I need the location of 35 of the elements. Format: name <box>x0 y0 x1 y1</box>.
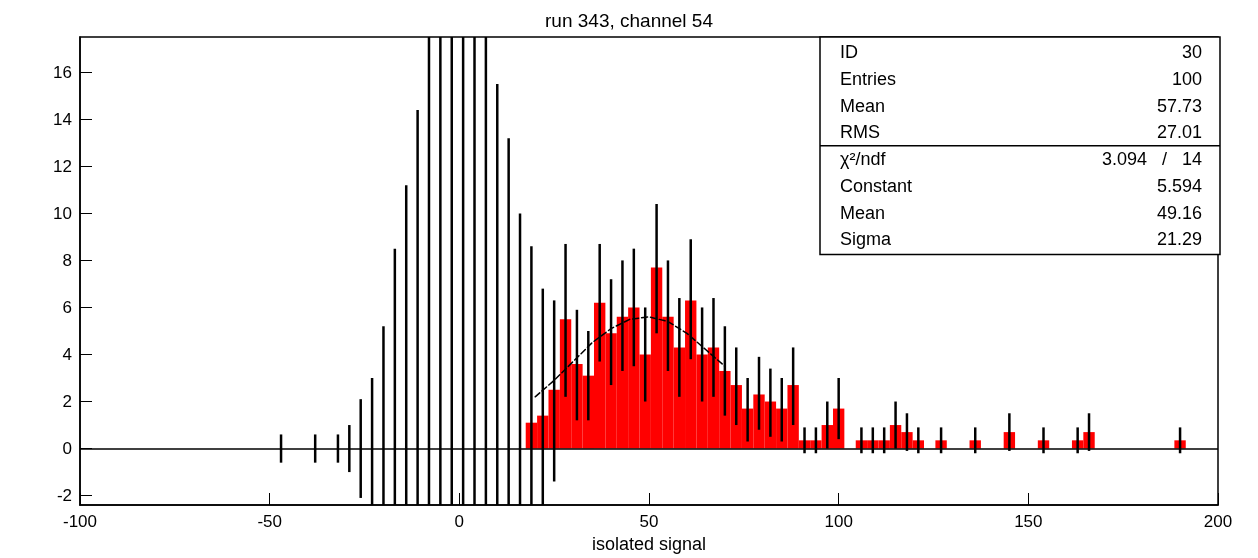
x-tick-label: 0 <box>454 512 465 531</box>
annotation: 57.73 <box>1156 95 1202 116</box>
annotation: 5.594 <box>1156 175 1202 196</box>
annotation: Constant <box>840 175 913 196</box>
y-tick-label: 4 <box>62 344 72 364</box>
x-axis-title: isolated signal <box>591 534 707 554</box>
y-tick-label: 10 <box>53 203 72 223</box>
y-tick-label: 6 <box>62 297 72 317</box>
y-tick-label: -2 <box>56 486 72 506</box>
x-tick-label: 150 <box>1014 512 1043 531</box>
annotation: Mean <box>840 202 886 223</box>
annotation: 27.01 <box>1156 122 1202 143</box>
y-tick-label: 12 <box>53 156 72 176</box>
x-tick-label: -50 <box>257 512 282 531</box>
annotation: 100 <box>1171 69 1202 90</box>
chart-title: run 343, channel 54 <box>545 10 714 31</box>
y-tick-label: 2 <box>62 392 72 412</box>
y-tick-label: 0 <box>62 439 72 459</box>
annotation: Mean <box>840 95 886 116</box>
y-tick-label: 16 <box>53 62 72 82</box>
y-tick-label: 14 <box>53 109 72 129</box>
annotation: ID <box>840 42 858 63</box>
annotation: 49.16 <box>1156 202 1202 223</box>
annotation: 3.094 / 14 <box>1101 149 1202 170</box>
x-tick-label: 50 <box>639 512 659 531</box>
annotation: RMS <box>840 122 880 143</box>
annotation: 30 <box>1181 42 1202 63</box>
y-tick-label: 8 <box>62 250 72 270</box>
annotation: Sigma <box>840 229 893 250</box>
x-tick-label: 200 <box>1203 512 1233 531</box>
annotation: Entries <box>840 69 897 90</box>
annotation: χ²/ndf <box>840 149 887 170</box>
annotation: 21.29 <box>1156 229 1202 250</box>
x-tick-label: -100 <box>62 512 98 531</box>
x-tick-label: 100 <box>824 512 853 531</box>
